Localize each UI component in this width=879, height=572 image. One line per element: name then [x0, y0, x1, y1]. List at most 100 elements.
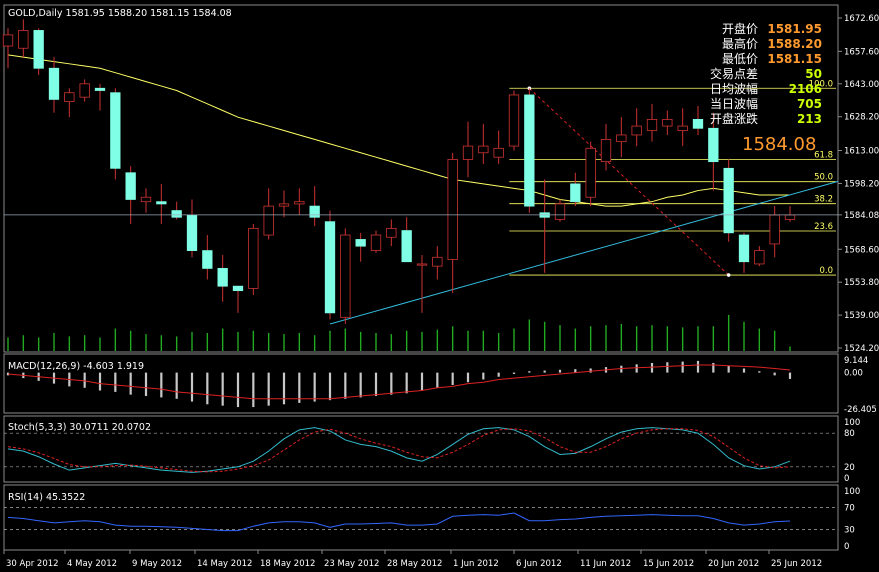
ma-line [7, 54, 790, 207]
candle-body [554, 203, 566, 220]
candle [631, 108, 642, 147]
candle [432, 246, 443, 280]
candle [646, 103, 658, 142]
candle [416, 255, 428, 313]
candle [140, 188, 152, 213]
candle [478, 123, 489, 164]
stoch-ytick-label: 0 [844, 474, 849, 484]
info-row: 开盘价 1581.95 [652, 22, 822, 37]
info-row: 最高价 1588.20 [652, 37, 822, 52]
fib-level-label: 61.8 [814, 151, 833, 161]
candle [263, 188, 274, 240]
candle [355, 232, 366, 262]
info-label: 开盘价 [721, 22, 758, 36]
candles [2, 19, 796, 324]
main-ytick-label: 1643.00 [844, 80, 879, 90]
date-tick-label: 23 May 2012 [324, 559, 379, 569]
candle-body [769, 214, 780, 245]
info-label: 开盘涨跌 [709, 112, 758, 126]
info-value: 50 [805, 67, 822, 81]
candle [18, 19, 29, 58]
macd-panel [6, 360, 792, 408]
candle-body [294, 201, 305, 205]
date-tick-label: 1 Jun 2012 [453, 559, 499, 569]
date-tick-label: 25 Jun 2012 [771, 559, 822, 569]
candle [278, 190, 290, 218]
macd-signal-line [7, 364, 791, 400]
candle-body [493, 147, 504, 158]
last-price-large: 1584.08 [742, 134, 817, 155]
date-axis: 30 Apr 2012 4 May 2012 9 May 2012 14 May 20… [3, 550, 822, 569]
date-tick-label: 11 Jun 2012 [580, 559, 631, 569]
candle [723, 159, 734, 242]
fib-level-label: 0.0 [819, 266, 833, 276]
candle-body [355, 239, 366, 247]
fib-level-label: 38.2 [814, 195, 833, 205]
rsi-ytick-label: 100 [844, 487, 860, 497]
candle [784, 206, 796, 222]
info-value: 2106 [788, 82, 822, 96]
candle [692, 106, 704, 135]
candle-body [401, 230, 412, 263]
candle-body [600, 139, 612, 163]
candle [386, 219, 397, 247]
stoch-main-line [7, 427, 791, 473]
candle [616, 117, 627, 158]
candle [171, 201, 182, 220]
main-ytick-label: 1657.60 [844, 47, 879, 57]
stoch-ytick-label: 20 [844, 463, 855, 473]
candle-body [784, 214, 796, 220]
candle-body [662, 119, 673, 127]
macd-ytick-label: 9.144 [844, 356, 868, 366]
candle [94, 83, 106, 111]
candle [738, 232, 750, 273]
info-label: 当日波幅 [709, 97, 758, 111]
candle-body [324, 221, 336, 314]
candle [493, 130, 504, 164]
main-ytick-label: 1568.60 [844, 245, 879, 255]
main-ytick-label: 1553.80 [844, 278, 879, 288]
fib-level-label: 100.0 [809, 79, 833, 89]
candle-body [708, 127, 719, 163]
moving-average [7, 54, 790, 207]
candle [186, 199, 198, 258]
candle [570, 172, 581, 207]
info-row: 最低价 1581.15 [652, 52, 822, 67]
fib-anchor-high [527, 86, 532, 91]
candle [110, 88, 121, 180]
candle-body [64, 92, 75, 103]
main-title: GOLD,Daily 1581.95 1588.20 1581.15 1584.… [8, 8, 232, 19]
info-value: 213 [796, 112, 822, 126]
candle-body [631, 125, 642, 136]
candle-body [616, 134, 627, 143]
main-ytick-label: 1613.00 [844, 147, 879, 157]
panel-frame-rsi [3, 484, 839, 551]
candle-body [110, 92, 121, 169]
candle-body [692, 119, 704, 129]
panel-frame-stoch [3, 415, 839, 483]
candle-body [18, 30, 29, 49]
candle-body [33, 30, 44, 69]
stoch-title: Stoch(5,3,3) 30.0711 20.0702 [8, 422, 151, 433]
date-tick-label: 30 Apr 2012 [6, 559, 59, 569]
info-row: 日均波幅 2106 [652, 82, 822, 97]
candle-body [140, 196, 152, 203]
main-ytick-label: 1584.08 [844, 211, 879, 221]
candle-body [432, 256, 443, 267]
candle-body [370, 234, 382, 252]
candle [769, 206, 780, 258]
date-tick-label: 4 May 2012 [67, 559, 117, 569]
candle [508, 90, 520, 151]
candle-body [340, 234, 351, 318]
candle [370, 230, 382, 253]
candle [662, 110, 673, 135]
macd-title: MACD(12,26,9) -4.603 1.919 [8, 361, 144, 372]
rsi-title: RSI(14) 45.3522 [8, 492, 85, 503]
candle-body [2, 34, 14, 47]
trend-lines [329, 180, 839, 325]
candle [462, 121, 474, 178]
candle-body [125, 172, 136, 200]
candle-body [585, 147, 596, 198]
candle [600, 123, 612, 171]
